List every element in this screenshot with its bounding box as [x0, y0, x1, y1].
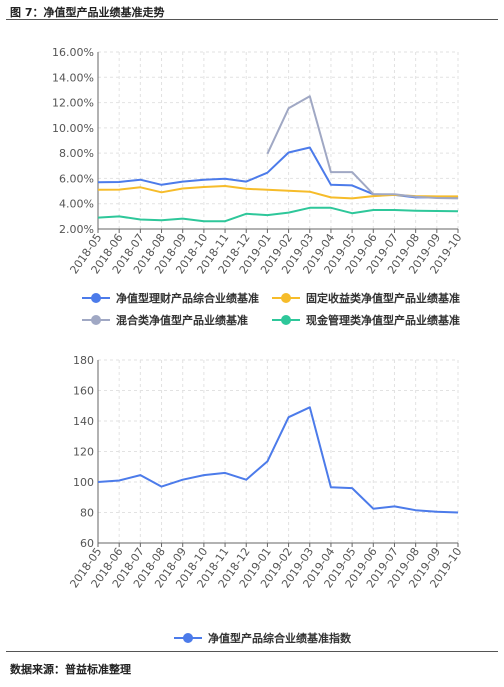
legend-item-4[interactable]: 现金管理类净值型产品业绩基准 [272, 313, 460, 327]
legend-label: 混合类净值型产品业绩基准 [116, 313, 248, 327]
series-line-3 [266, 95, 459, 200]
chart-2: 60801001201401601802018-052018-062018-07… [67, 354, 464, 645]
legend-marker [91, 315, 101, 325]
legend-item-1[interactable]: 净值型理财产品综合业绩基准 [82, 291, 259, 305]
y-tick-label: 16.00% [52, 46, 94, 59]
legend-item-1[interactable]: 净值型产品综合业绩基准指数 [174, 631, 352, 645]
series-line-4 [97, 206, 459, 223]
y-tick-label: 2.00% [59, 223, 94, 236]
y-tick-label: 100 [73, 476, 94, 489]
y-tick-label: 6.00% [59, 172, 94, 185]
y-tick-label: 60 [80, 537, 94, 550]
legend-item-2[interactable]: 固定收益类净值型产品业绩基准 [272, 291, 460, 305]
y-tick-label: 12.00% [52, 97, 94, 110]
legend-marker [183, 633, 193, 643]
y-tick-label: 140 [73, 415, 94, 428]
legend-marker [91, 293, 101, 303]
series-line-1 [97, 406, 459, 514]
legend-label: 固定收益类净值型产品业绩基准 [306, 291, 460, 305]
legend-marker [281, 315, 291, 325]
y-tick-label: 80 [80, 507, 94, 520]
y-tick-label: 8.00% [59, 147, 94, 160]
legend-label: 现金管理类净值型产品业绩基准 [306, 313, 460, 327]
legend-label: 净值型产品综合业绩基准指数 [208, 631, 352, 645]
chart-1: 2.00% 4.00% 6.00% 8.00% 10.00% 12.00% 14.00% 16… [52, 46, 464, 327]
y-tick-label: 160 [73, 385, 94, 398]
y-tick-label: 180 [73, 354, 94, 367]
y-tick-label: 14.00% [52, 71, 94, 84]
legend-marker [281, 293, 291, 303]
y-tick-label: 4.00% [59, 198, 94, 211]
legend-item-3[interactable]: 混合类净值型产品业绩基准 [82, 313, 248, 327]
figure-title: 图 7：净值型产品业绩基准走势 [10, 6, 165, 19]
y-tick-label: 10.00% [52, 122, 94, 135]
legend-label: 净值型理财产品综合业绩基准 [116, 291, 259, 305]
y-tick-label: 120 [73, 446, 94, 459]
source-note: 数据来源：普益标准整理 [10, 663, 131, 676]
top-divider [6, 19, 498, 20]
bottom-divider [6, 651, 498, 652]
